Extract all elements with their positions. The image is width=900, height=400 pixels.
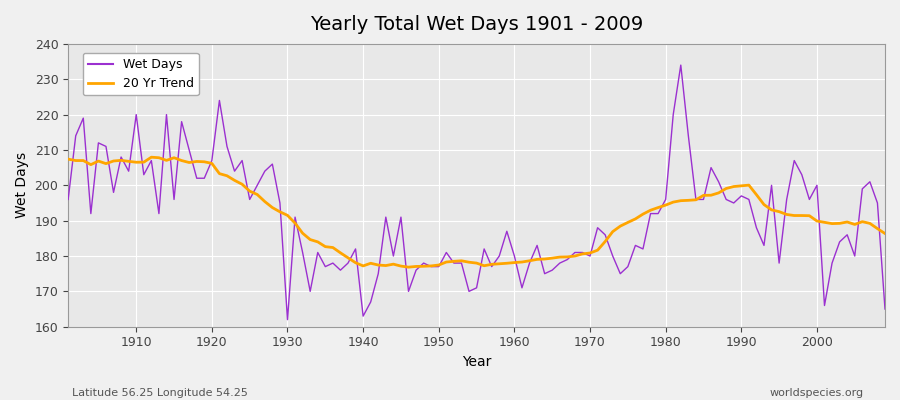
Y-axis label: Wet Days: Wet Days xyxy=(15,152,29,218)
X-axis label: Year: Year xyxy=(462,355,491,369)
Text: Latitude 56.25 Longitude 54.25: Latitude 56.25 Longitude 54.25 xyxy=(72,388,248,398)
Legend: Wet Days, 20 Yr Trend: Wet Days, 20 Yr Trend xyxy=(83,53,199,95)
Title: Yearly Total Wet Days 1901 - 2009: Yearly Total Wet Days 1901 - 2009 xyxy=(310,15,644,34)
Text: worldspecies.org: worldspecies.org xyxy=(770,388,864,398)
